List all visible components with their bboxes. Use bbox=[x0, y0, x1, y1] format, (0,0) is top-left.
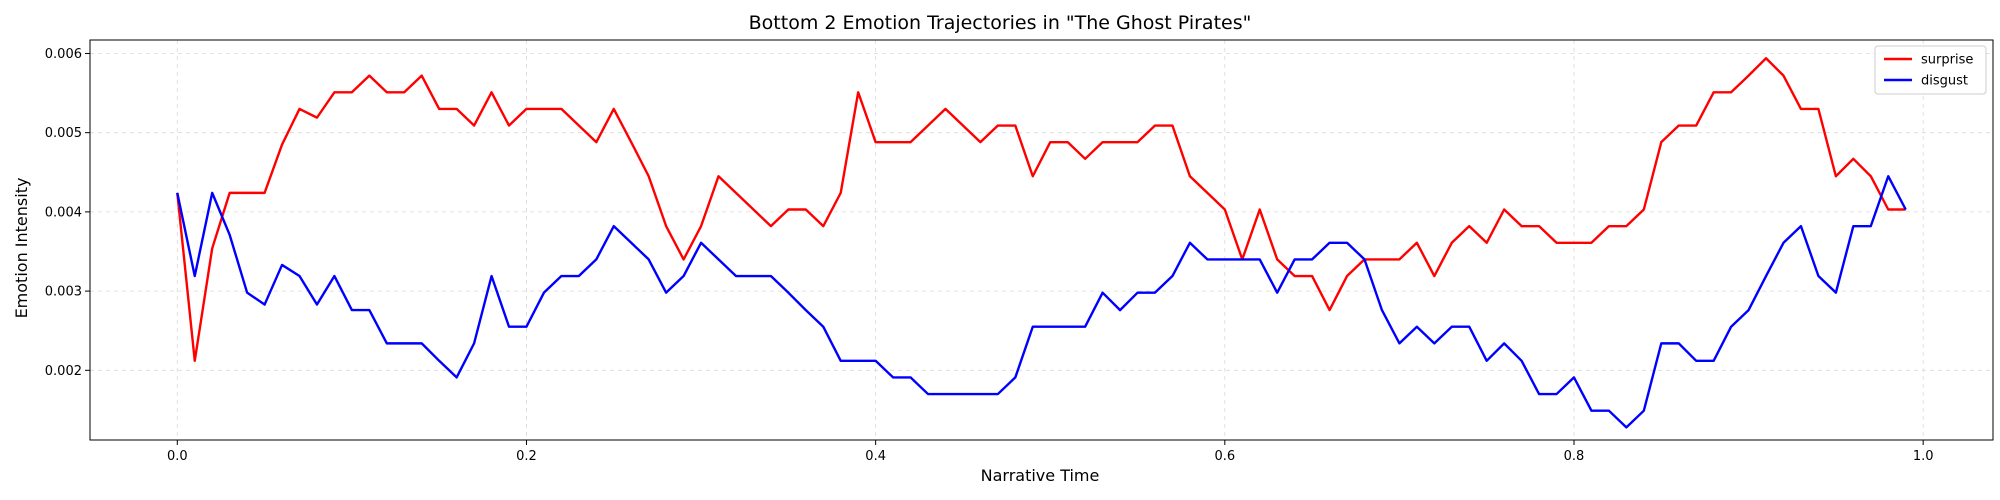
x-tick-label: 0.6 bbox=[1214, 449, 1235, 464]
y-axis-ticks: 0.002 0.003 0.004 0.005 0.006 bbox=[45, 47, 90, 379]
y-tick-label: 0.003 bbox=[45, 285, 82, 300]
chart-title: Bottom 2 Emotion Trajectories in "The Gh… bbox=[749, 12, 1252, 34]
x-tick-label: 0.0 bbox=[167, 449, 188, 464]
plot-area-frame bbox=[89, 39, 1994, 441]
legend-label-disgust: disgust bbox=[1921, 74, 1968, 89]
series-line-disgust bbox=[176, 175, 1907, 429]
y-axis-label: Emotion Intensity bbox=[12, 178, 31, 319]
x-tick-label: 0.2 bbox=[516, 449, 537, 464]
grid-layer bbox=[90, 40, 1993, 440]
legend: surprise disgust bbox=[1874, 45, 1987, 95]
series-line-surprise bbox=[176, 57, 1906, 362]
x-tick-label: 0.4 bbox=[865, 449, 886, 464]
legend-label-surprise: surprise bbox=[1921, 53, 1973, 68]
y-tick-label: 0.005 bbox=[45, 126, 82, 141]
x-axis-label: Narrative Time bbox=[981, 466, 1100, 485]
x-tick-label: 1.0 bbox=[1913, 449, 1934, 464]
y-tick-label: 0.002 bbox=[45, 364, 82, 379]
x-axis-ticks: 0.0 0.2 0.4 0.6 0.8 1.0 bbox=[167, 440, 1934, 464]
series-layer bbox=[176, 57, 1907, 429]
y-tick-label: 0.004 bbox=[45, 205, 82, 220]
y-tick-label: 0.006 bbox=[45, 47, 82, 62]
x-tick-label: 0.8 bbox=[1564, 449, 1585, 464]
